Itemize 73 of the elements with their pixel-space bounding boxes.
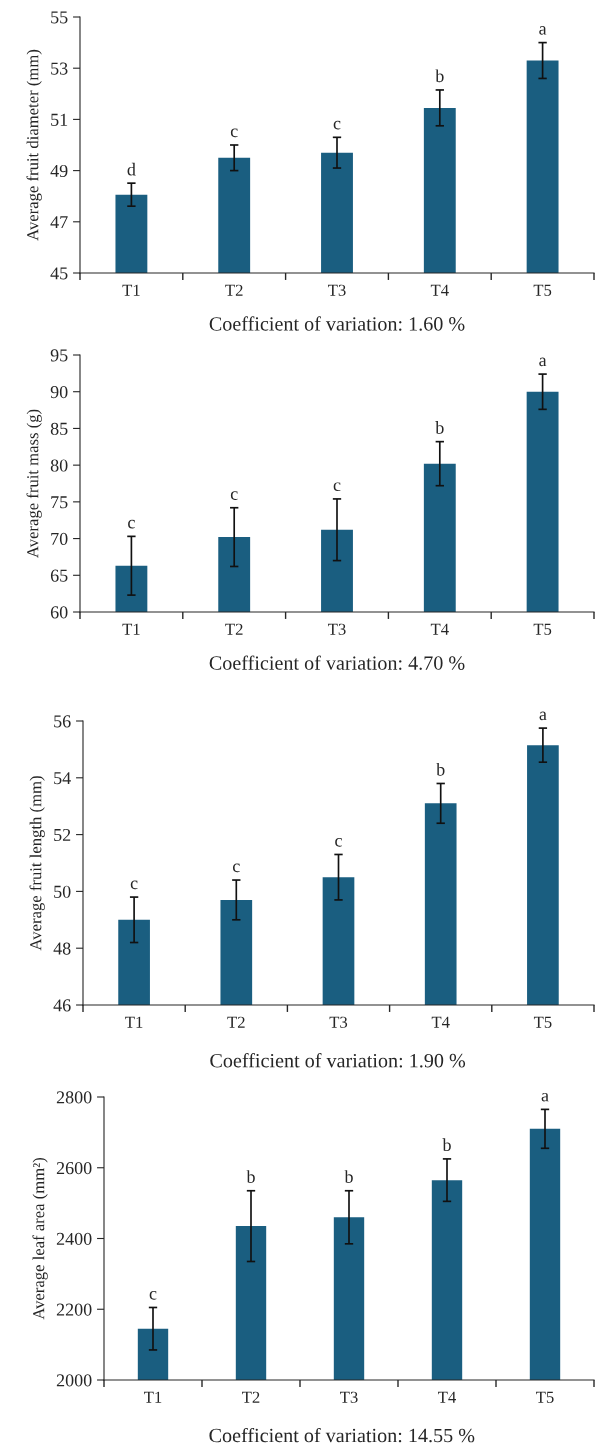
x-tick-label: T5 [533,1016,552,1028]
y-tick-label: 75 [51,496,68,509]
x-tick-label: T3 [340,1391,358,1403]
annotation: c [333,120,341,130]
y-tick-label: 2800 [56,1091,92,1104]
y-tick-label: 2400 [56,1232,92,1245]
y-tick-label: 65 [50,569,68,582]
x-tick-label: T2 [225,284,243,296]
annotation: b [344,1170,353,1183]
y-tick-label: 90 [50,385,68,399]
x-tick-label: T5 [533,284,552,296]
y-tick-label: 56 [54,715,71,728]
y-tick-label: 48 [53,942,71,955]
y-tick-label: 49 [50,164,68,178]
x-tick-label: T5 [536,1391,554,1403]
annotation: a [539,711,547,721]
x-axis-title: Coefficient of variation: 1.60 % [209,316,465,331]
y-tick-label: 80 [50,459,68,472]
y-tick-label: 46 [53,999,71,1012]
y-tick-label: 53 [51,62,68,75]
y-axis-title: Average fruit diameter (mm) [26,49,42,241]
y-tick-label: 54 [54,772,71,785]
annotation: c [335,837,342,847]
annotation: a [539,26,547,35]
annotation: c [149,1290,157,1300]
x-tick-label: T4 [431,1016,450,1028]
annotation: b [435,421,444,434]
x-axis-title: Coefficient of variation: 1.90 % [210,1053,466,1068]
annotation: b [436,762,445,776]
x-tick-label: T2 [225,623,243,635]
x-tick-label: T1 [125,1016,143,1028]
x-tick-label: T5 [533,623,552,635]
y-tick-label: 95 [50,349,68,362]
x-tick-label: T2 [242,1391,260,1403]
y-axis-title: Average leaf area (mm²) [32,1158,48,1320]
x-tick-label: T4 [430,284,449,296]
y-tick-label: 45 [50,267,68,280]
annotation: b [246,1170,255,1183]
annotation: c [230,128,238,138]
x-axis-title: Coefficient of variation: 4.70 % [209,655,465,670]
x-tick-label: T1 [122,623,140,635]
x-axis-title: Coefficient of variation: 14.55 % [209,1427,475,1443]
x-tick-label: T1 [122,284,140,296]
x-tick-label: T3 [328,284,346,296]
y-tick-label: 55 [51,11,68,24]
y-tick-label: 2000 [56,1374,92,1387]
y-tick-label: 2200 [56,1303,92,1316]
annotation: d [127,162,136,176]
x-tick-label: T3 [329,1016,348,1028]
annotation: c [232,863,240,873]
annotation: c [230,491,238,500]
x-tick-label: T3 [328,623,346,635]
y-tick-label: 60 [50,606,68,619]
y-tick-label: 51 [51,113,68,126]
y-axis-title: Average fruit mass (g) [26,409,42,558]
annotation: c [130,880,138,890]
annotation: a [539,357,547,367]
y-axis-title: Average fruit length (mm) [29,776,45,951]
annotation: b [435,69,444,83]
y-tick-label: 2600 [56,1162,92,1175]
y-tick-label: 85 [50,422,68,435]
annotation: b [442,1138,451,1152]
x-tick-label: T1 [144,1391,162,1403]
x-tick-label: T2 [227,1016,245,1028]
annotation: c [333,482,341,492]
y-tick-label: 52 [54,828,71,842]
annotation: a [541,1092,549,1102]
annotation: c [128,519,135,529]
y-tick-label: 70 [51,532,68,546]
y-tick-label: 47 [50,216,68,229]
x-tick-label: T4 [438,1391,456,1403]
y-tick-label: 50 [54,885,71,898]
x-tick-label: T4 [430,623,449,635]
